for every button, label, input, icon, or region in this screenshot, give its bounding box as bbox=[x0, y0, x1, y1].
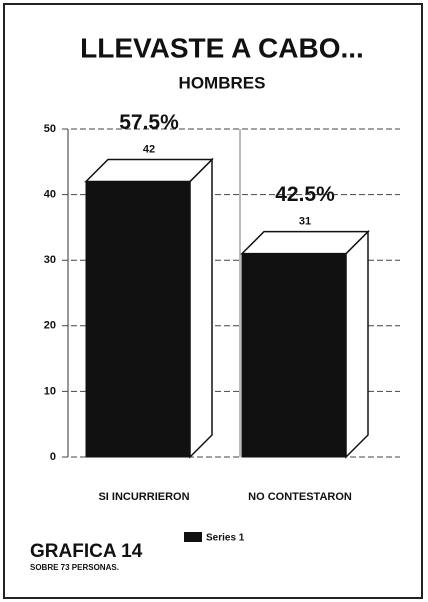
y-tick-label: 20 bbox=[44, 320, 56, 332]
y-tick-label: 10 bbox=[44, 385, 56, 397]
y-tick-label: 50 bbox=[44, 123, 56, 135]
data-label: 31 bbox=[299, 216, 311, 228]
chart-subtitle: HOMBRES bbox=[179, 73, 266, 92]
chart-title: LLEVASTE A CABO... bbox=[80, 32, 364, 63]
x-tick-label: SI INCURRIERON bbox=[98, 491, 189, 503]
legend-label: Series 1 bbox=[206, 533, 245, 544]
bar bbox=[85, 180, 191, 458]
annotation: 57.5% bbox=[119, 111, 179, 134]
legend-swatch bbox=[184, 532, 202, 542]
y-tick-label: 0 bbox=[50, 451, 56, 463]
data-label: 42 bbox=[143, 143, 155, 155]
footer-note: SOBRE 73 PERSONAS. bbox=[30, 563, 119, 572]
bar-top bbox=[240, 230, 370, 255]
bar-side bbox=[345, 229, 369, 459]
y-tick-label: 30 bbox=[44, 254, 56, 266]
footer-title: GRAFICA 14 bbox=[30, 541, 143, 562]
bar-side bbox=[189, 157, 213, 459]
x-tick-label: NO CONTESTARON bbox=[248, 491, 352, 503]
y-tick-label: 40 bbox=[44, 189, 56, 201]
bar bbox=[241, 253, 347, 458]
bar-top bbox=[84, 158, 214, 183]
annotation: 42.5% bbox=[275, 183, 335, 206]
